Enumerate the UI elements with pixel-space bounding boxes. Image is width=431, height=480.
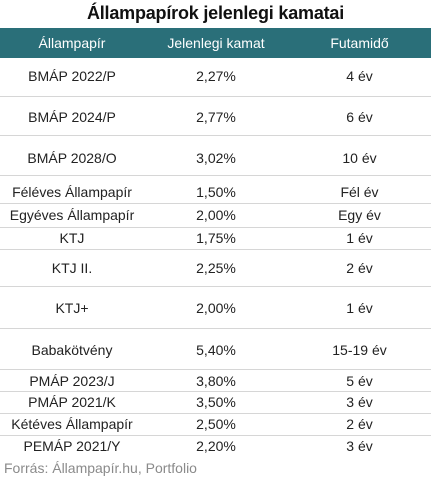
cell-rate: 2,27% (196, 68, 236, 84)
cell-name: PMÁP 2023/J (29, 373, 115, 389)
table-row: BMÁP 2028/O 3,02% 10 év (0, 136, 431, 176)
cell-name: PMÁP 2021/K (28, 394, 116, 410)
table-row: KTJ 1,75% 1 év (0, 228, 431, 250)
table-row: Egyéves Állampapír 2,00% Egy év (0, 204, 431, 228)
cell-term: 5 év (346, 373, 373, 389)
table-row: Babakötvény 5,40% 15-19 év (0, 329, 431, 370)
cell-rate: 2,25% (196, 260, 236, 276)
cell-rate: 2,20% (196, 438, 236, 454)
cell-name: PEMÁP 2021/Y (23, 438, 121, 454)
cell-name: KTJ II. (51, 260, 93, 276)
cell-term: 4 év (346, 68, 373, 84)
cell-name: KTJ (59, 230, 85, 246)
cell-name: BMÁP 2022/P (28, 68, 116, 84)
cell-term: 2 év (346, 416, 373, 432)
cell-name: BMÁP 2028/O (27, 150, 117, 166)
cell-rate: 3,50% (196, 394, 236, 410)
cell-name: BMÁP 2024/P (28, 109, 116, 125)
table-row: BMÁP 2022/P 2,27% 4 év (0, 58, 431, 97)
cell-name: Egyéves Állampapír (9, 207, 135, 223)
cell-term: Fél év (340, 184, 379, 200)
cell-name: KTJ+ (55, 300, 89, 316)
cell-rate: 5,40% (196, 342, 236, 358)
cell-rate: 1,75% (196, 230, 236, 246)
header-col-term: Futamidő (330, 35, 389, 51)
cell-term: 6 év (346, 109, 373, 125)
cell-term: Egy év (338, 207, 381, 223)
cell-name: Kétéves Állampapír (11, 416, 133, 432)
header-col-rate: Jelenlegi kamat (167, 35, 265, 51)
cell-term: 1 év (346, 300, 373, 316)
cell-term: 3 év (346, 438, 373, 454)
cell-rate: 2,77% (196, 109, 236, 125)
cell-rate: 3,02% (196, 150, 236, 166)
cell-rate: 2,00% (196, 300, 236, 316)
table-header: Állampapír Jelenlegi kamat Futamidő (0, 28, 431, 58)
source-note: Forrás: Állampapír.hu, Portfolio (4, 460, 197, 476)
table-row: KTJ II. 2,25% 2 év (0, 250, 431, 287)
table-row: PMÁP 2021/K 3,50% 3 év (0, 392, 431, 414)
table-row: KTJ+ 2,00% 1 év (0, 287, 431, 329)
table-row: PMÁP 2023/J 3,80% 5 év (0, 370, 431, 392)
table-row: Féléves Állampapír 1,50% Fél év (0, 176, 431, 204)
cell-term: 2 év (346, 260, 373, 276)
cell-term: 15-19 év (332, 342, 387, 358)
cell-term: 3 év (346, 394, 373, 410)
cell-rate: 2,00% (196, 207, 236, 223)
cell-rate: 3,80% (196, 373, 236, 389)
cell-name: Féléves Állampapír (12, 184, 132, 200)
table-row: BMÁP 2024/P 2,77% 6 év (0, 97, 431, 136)
table-row: Kétéves Állampapír 2,50% 2 év (0, 414, 431, 436)
cell-rate: 1,50% (196, 184, 236, 200)
cell-rate: 2,50% (196, 416, 236, 432)
table-row: PEMÁP 2021/Y 2,20% 3 év (0, 436, 431, 458)
cell-name: Babakötvény (31, 342, 113, 358)
cell-term: 1 év (346, 230, 373, 246)
cell-term: 10 év (342, 150, 377, 166)
table-title: Állampapírok jelenlegi kamatai (86, 3, 345, 23)
header-col-name: Állampapír (38, 35, 106, 51)
